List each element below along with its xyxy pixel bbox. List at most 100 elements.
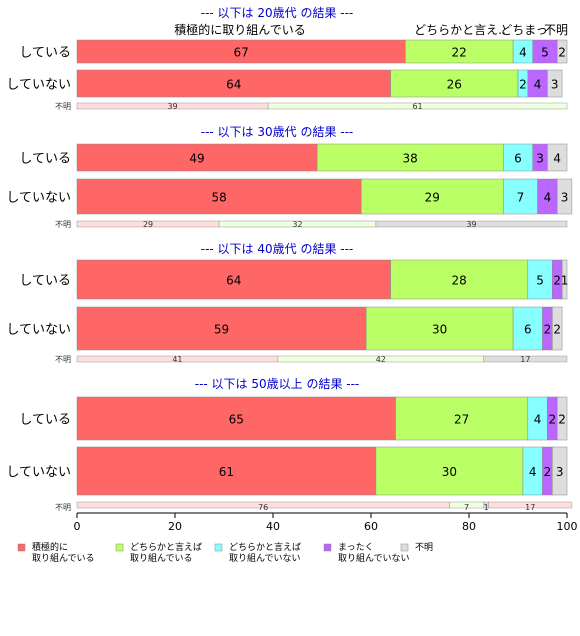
bar-value-1-1-0: 58 xyxy=(211,191,226,205)
bar-value-0-0-4: 2 xyxy=(558,46,566,60)
bar-value-1-0-2: 6 xyxy=(514,152,522,166)
bar-value-2-1-0: 59 xyxy=(214,323,229,337)
unknown-value-3-1: 7 xyxy=(464,503,469,512)
legend-label-2-0: どちらかと言えば xyxy=(229,541,301,553)
bar-segment-3-0-1 xyxy=(395,396,529,441)
unknown-value-3-3: 17 xyxy=(525,503,535,512)
x-tick-label-0: 0 xyxy=(74,520,81,533)
panel-title-2: --- 以下は 40歳代 の結果 --- xyxy=(201,242,354,256)
bar-segment-2-1-2 xyxy=(512,306,543,351)
x-tick-label-80: 80 xyxy=(462,520,476,533)
unknown-value-2-0: 41 xyxy=(172,355,182,364)
bar-value-3-0-4: 2 xyxy=(558,413,566,427)
legend-label-0-0: 積極的に xyxy=(32,541,68,553)
legend-label-1-1: 取り組んでいる xyxy=(130,552,193,564)
legend-swatch-0 xyxy=(17,543,26,552)
bar-segment-2-0-2 xyxy=(527,259,553,300)
unknown-segment-3-3 xyxy=(488,501,573,509)
bar-value-1-1-2: 7 xyxy=(517,191,525,205)
bar-segment-1-0-4 xyxy=(547,143,568,172)
row-label-3-0: している xyxy=(19,413,71,428)
bar-segment-3-1-4 xyxy=(552,446,568,496)
bar-value-3-0-3: 2 xyxy=(548,413,556,427)
bar-segment-3-0-4 xyxy=(556,396,568,441)
unknown-segment-2-2 xyxy=(483,355,568,363)
unknown-label-1: 不明 xyxy=(55,220,71,229)
unknown-label-2: 不明 xyxy=(55,355,71,364)
bar-value-1-1-4: 3 xyxy=(561,191,569,205)
unknown-value-2-1: 42 xyxy=(376,355,386,364)
bar-segment-1-1-0 xyxy=(76,178,362,215)
bar-value-3-1-3: 2 xyxy=(544,465,552,479)
legend-label-4-0: 不明 xyxy=(415,542,433,553)
bar-value-1-1-1: 29 xyxy=(425,191,440,205)
legend-label-2-1: 取り組んでいない xyxy=(229,552,301,564)
bar-value-3-1-2: 4 xyxy=(529,465,537,479)
bar-value-1-0-3: 3 xyxy=(536,152,544,166)
unknown-label-0: 不明 xyxy=(55,102,71,111)
top-annotation-2: どちまっ xyxy=(500,23,548,37)
bar-segment-1-0-0 xyxy=(76,143,318,172)
x-tick-label-60: 60 xyxy=(364,520,378,533)
bar-value-2-1-3: 2 xyxy=(544,323,552,337)
legend-swatch-3 xyxy=(323,543,332,552)
bar-value-0-1-3: 4 xyxy=(534,78,542,92)
legend-label-0-1: 取り組んでいる xyxy=(32,552,95,564)
x-tick-label-100: 100 xyxy=(557,520,578,533)
x-tick-label-40: 40 xyxy=(266,520,280,533)
bar-value-1-0-4: 4 xyxy=(553,152,561,166)
panel-title-1: --- 以下は 30歳代 の結果 --- xyxy=(201,125,354,139)
bar-value-0-1-4: 3 xyxy=(551,78,559,92)
row-label-0-1: していない xyxy=(6,78,71,93)
bar-segment-2-0-1 xyxy=(390,259,529,300)
top-annotation-1: どちらかと言え.. xyxy=(414,23,506,37)
unknown-segment-1-2 xyxy=(375,220,568,228)
bar-value-0-1-0: 64 xyxy=(226,78,241,92)
row-label-0-0: している xyxy=(19,46,71,61)
bar-value-2-0-4: 1 xyxy=(561,274,569,288)
top-annotation-0: 積極的に取り組んでいる xyxy=(174,22,305,37)
bar-value-0-0-2: 4 xyxy=(519,46,527,60)
bar-value-0-1-2: 2 xyxy=(519,78,527,92)
legend-label-3-0: まったく xyxy=(338,542,374,553)
bar-segment-1-0-1 xyxy=(316,143,504,172)
bar-segment-2-0-4 xyxy=(561,259,568,300)
bar-segment-3-1-0 xyxy=(76,446,377,496)
unknown-value-1-1: 32 xyxy=(292,220,302,229)
legend-swatch-2 xyxy=(214,543,223,552)
bar-value-2-1-2: 6 xyxy=(524,323,532,337)
bar-segment-2-1-1 xyxy=(365,306,514,351)
bar-segment-0-0-4 xyxy=(556,39,568,64)
legend-label-1-0: どちらかと言えば xyxy=(130,541,202,553)
bar-value-2-1-1: 30 xyxy=(432,323,447,337)
row-label-1-0: している xyxy=(19,152,71,167)
bar-segment-1-1-2 xyxy=(503,178,538,215)
bar-value-0-0-1: 22 xyxy=(452,46,467,60)
bar-value-3-0-0: 65 xyxy=(229,413,244,427)
bar-segment-0-1-0 xyxy=(76,69,391,98)
bar-segment-3-1-1 xyxy=(375,446,524,496)
bar-segment-0-1-4 xyxy=(547,69,563,98)
bar-segment-2-1-4 xyxy=(552,306,563,351)
unknown-value-1-0: 29 xyxy=(143,220,153,229)
bar-value-2-0-2: 5 xyxy=(536,274,544,288)
unknown-value-0-0: 39 xyxy=(167,102,177,111)
bar-value-2-0-3: 2 xyxy=(553,274,561,288)
bar-value-1-0-1: 38 xyxy=(403,152,418,166)
unknown-value-3-2: 1 xyxy=(484,503,489,512)
legend-swatch-1 xyxy=(115,543,124,552)
bar-value-2-0-1: 28 xyxy=(452,274,467,288)
bar-value-3-0-1: 27 xyxy=(454,413,469,427)
bar-value-3-1-1: 30 xyxy=(442,465,457,479)
row-label-2-0: している xyxy=(19,274,71,289)
unknown-value-0-1: 61 xyxy=(412,102,422,111)
bar-segment-0-1-1 xyxy=(390,69,519,98)
unknown-value-2-2: 17 xyxy=(520,355,530,364)
row-label-3-1: していない xyxy=(6,465,71,480)
bar-value-0-0-0: 67 xyxy=(234,46,249,60)
bar-value-2-0-0: 64 xyxy=(226,274,241,288)
bar-value-0-0-3: 5 xyxy=(541,46,549,60)
bar-value-1-1-3: 4 xyxy=(544,191,552,205)
bar-value-2-1-4: 2 xyxy=(553,323,561,337)
